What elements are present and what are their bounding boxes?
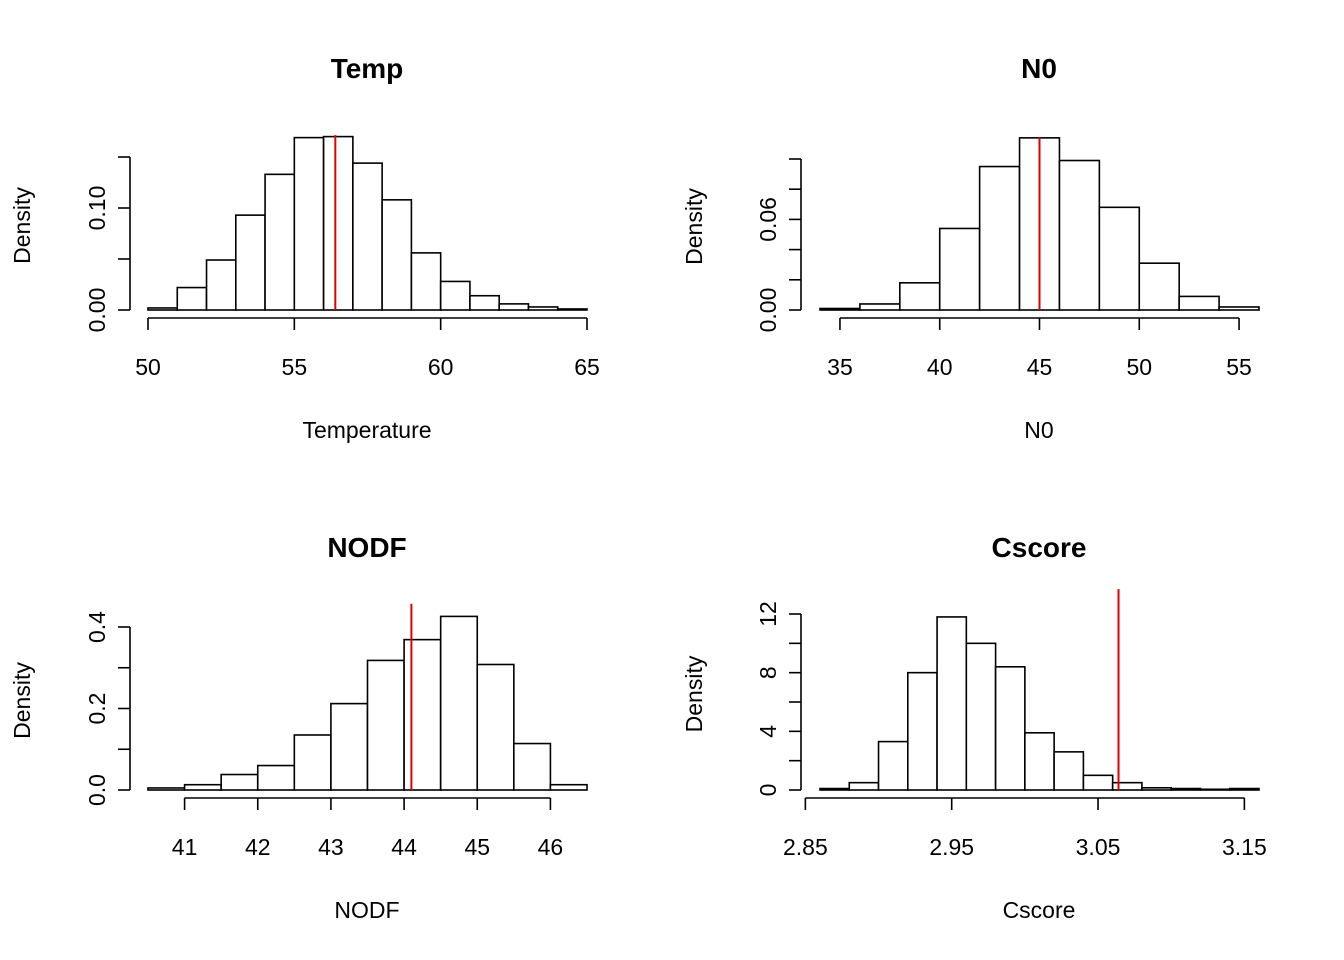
histogram-bar [183,783,222,791]
histogram-bar [1058,159,1101,311]
histogram-bar [1111,781,1143,791]
histogram-bar [439,280,471,311]
histogram-bar [899,282,941,311]
y-tick-label: 12 [755,601,781,627]
histogram-bar [235,214,266,311]
x-tick-label: 50 [1126,354,1152,380]
x-tick-label: 43 [318,834,344,860]
histogram-bar [965,642,997,791]
y-axis-label: Density [9,187,35,264]
histogram-bar [264,173,296,311]
histogram-panel-cscore: Cscore 2.85 2.95 3.05 3.15 0 4 8 12 Cscore Density [681,532,1267,923]
y-tick-label: 0.06 [755,197,781,242]
histogram-panel-temp: Temp 50 55 60 65 0.00 0.10 Temperature Density [9,53,600,443]
histogram-bar [1141,786,1173,791]
x-tick-label: 44 [391,834,417,860]
histogram-bar [381,199,413,311]
histogram-panel-nodf: NODF 41 42 43 44 45 46 0.0 0.2 0.4 NODF Density [9,532,588,923]
x-tick-label: 65 [574,354,600,380]
panel-title: Cscore [992,532,1087,563]
histogram-bar [936,616,968,791]
x-tick-label: 55 [1226,354,1252,380]
histogram-bar [176,286,208,311]
histogram-bar [469,294,500,311]
histogram-bar [1228,787,1260,791]
histogram-bar [1218,306,1260,311]
histogram-panel-n0: N0 35 40 45 50 55 0.00 0.06 N0 Density [681,53,1260,443]
histogram-bar [556,308,588,311]
histogram-bar [1024,731,1055,791]
x-axis-label: N0 [1024,417,1053,443]
histogram-bar [1082,774,1114,791]
x-tick-label: 3.05 [1076,834,1121,860]
x-axis-label: Cscore [1003,897,1076,923]
y-axis-label: Density [681,188,707,265]
histogram-bar [819,787,851,791]
y-tick-label: 0.0 [84,774,110,806]
x-tick-label: 46 [538,834,564,860]
histogram-bar [352,162,383,311]
histogram-bar [859,303,901,311]
y-tick-label: 0.00 [84,288,110,333]
x-axis-label: Temperature [302,417,431,443]
histogram-bar [978,165,1021,311]
histogram-bar [256,764,296,791]
histogram-bar [366,659,405,791]
x-tick-label: 50 [135,354,161,380]
histogram-bar [1053,751,1085,791]
histogram-bar [877,740,909,791]
x-tick-label: 41 [172,834,198,860]
histogram-bar [1199,788,1231,791]
panel-title: NODF [327,532,406,563]
histogram-bar [938,227,981,311]
histogram-bar [549,783,588,791]
histogram-bar [513,742,552,791]
x-tick-label: 35 [827,354,853,380]
x-tick-label: 55 [282,354,308,380]
x-tick-label: 45 [1027,354,1053,380]
histogram-bar [220,773,259,791]
y-tick-label: 0.4 [84,611,110,643]
histogram-bar [1178,295,1220,311]
y-tick-label: 8 [755,666,781,679]
histogram-bar [1098,206,1141,311]
panel-title: Temp [331,53,404,84]
histogram-bar [476,663,515,791]
y-axis-label: Density [9,662,35,739]
panel-title: N0 [1021,53,1057,84]
x-tick-label: 2.85 [783,834,828,860]
y-axis-label: Density [681,655,707,732]
y-tick-label: 0.00 [755,288,781,333]
x-tick-label: 45 [464,834,490,860]
histogram-bar [330,702,369,791]
histogram-bar [147,787,186,791]
histogram-bar [147,307,179,311]
histogram-bar [293,136,325,311]
histogram-bar [848,781,880,791]
y-tick-label: 0.2 [84,693,110,725]
histogram-bar [498,303,530,311]
y-tick-label: 4 [755,725,781,738]
x-tick-label: 40 [927,354,953,380]
histogram-bar [322,135,354,311]
histogram-bar [819,307,861,311]
histogram-bar [527,306,559,311]
histogram-bar [439,615,479,791]
x-tick-label: 42 [245,834,271,860]
histogram-bar [403,638,442,791]
histogram-bar [410,252,442,311]
histogram-bar [994,665,1026,791]
histogram-bar [293,734,332,791]
x-axis-label: NODF [334,897,399,923]
histogram-bar [1170,787,1202,791]
x-tick-label: 3.15 [1222,834,1267,860]
histogram-bar [205,259,237,311]
x-tick-label: 2.95 [929,834,974,860]
y-tick-label: 0.10 [84,186,110,231]
histogram-bar [1138,262,1180,311]
x-tick-label: 60 [428,354,454,380]
y-tick-label: 0 [755,784,781,797]
histogram-bar [906,671,938,791]
